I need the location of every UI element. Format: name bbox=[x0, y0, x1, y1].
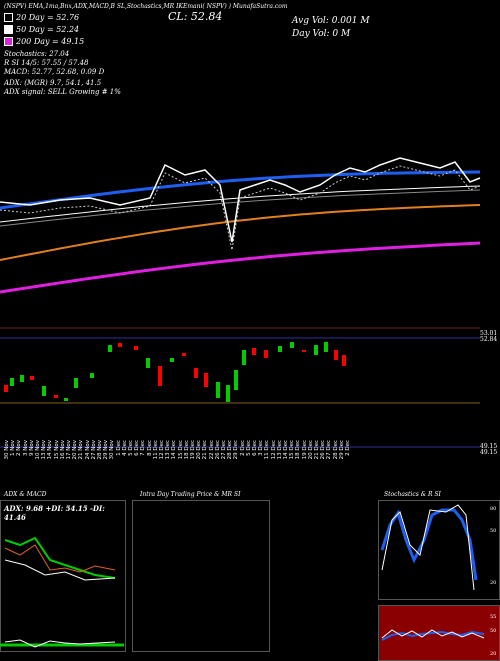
price-line bbox=[0, 157, 481, 243]
ma-50-line bbox=[0, 185, 481, 223]
ma-50b-line bbox=[0, 189, 481, 227]
candle bbox=[234, 370, 238, 390]
stoch-detail-text: R SI 14/5: 57.55 / 57.48 bbox=[4, 59, 89, 67]
candle bbox=[334, 350, 338, 360]
adx-values: ADX: 9.68 +DI: 54.15 -DI: 41.46 bbox=[4, 504, 105, 522]
candle bbox=[4, 385, 8, 392]
avg-volume: Avg Vol: 0.001 M bbox=[292, 16, 370, 26]
adx-plus-line bbox=[4, 536, 116, 579]
ma-200-line bbox=[0, 241, 481, 294]
macd-line bbox=[4, 639, 116, 648]
price-label-low2: 49.15 bbox=[480, 449, 498, 456]
candle bbox=[342, 355, 346, 366]
candle bbox=[146, 358, 150, 368]
adx-line bbox=[4, 559, 116, 581]
candle bbox=[30, 376, 34, 380]
candle bbox=[204, 373, 208, 387]
adx-panel-title: ADX & MACD bbox=[4, 491, 47, 498]
stoch-axis-label: 50 bbox=[490, 528, 496, 534]
macd-text: MACD: 52.77, 52.68, 0.09 D bbox=[4, 68, 105, 76]
legend-200day: 200 Day = 49.15 bbox=[4, 37, 84, 46]
candle bbox=[242, 350, 246, 365]
header-title: (NSPV) EMA,1ma,Bnx,ADX,MACD,B SL,Stochas… bbox=[4, 3, 288, 10]
candle bbox=[10, 378, 14, 386]
stoch-axis-label: 80 bbox=[490, 506, 496, 512]
intra-panel-title: Intra Day Trading Price & MR SI bbox=[140, 491, 241, 498]
candle bbox=[90, 373, 94, 378]
candle bbox=[170, 358, 174, 362]
candle bbox=[134, 346, 138, 350]
price-chart bbox=[0, 157, 481, 448]
stoch-d-line bbox=[381, 504, 475, 591]
legend-label-20: 20 Day = 52.76 bbox=[16, 13, 80, 22]
candle bbox=[64, 398, 68, 401]
candle bbox=[290, 342, 294, 348]
legend-20day: 20 Day = 52.76 bbox=[4, 13, 79, 22]
legend-swatch-20 bbox=[4, 13, 13, 22]
legend-swatch-200 bbox=[4, 37, 13, 46]
ma-20-line bbox=[0, 170, 481, 210]
candle bbox=[278, 346, 282, 352]
legend-50day: 50 Day = 52.24 bbox=[4, 25, 79, 34]
ma-orange-line bbox=[0, 204, 481, 261]
candle bbox=[324, 342, 328, 352]
candle bbox=[74, 378, 78, 388]
candle bbox=[216, 382, 220, 398]
candle bbox=[20, 375, 24, 382]
candle bbox=[194, 368, 198, 378]
legend-label-200: 200 Day = 49.15 bbox=[16, 37, 85, 46]
intraday-panel bbox=[132, 500, 270, 652]
adx-minus-line bbox=[4, 544, 116, 573]
candle bbox=[252, 348, 256, 355]
stoch-k-line bbox=[380, 508, 478, 581]
rsi-axis-label: 50 bbox=[490, 628, 496, 634]
stoch-axis-label: 20 bbox=[490, 580, 496, 586]
candle bbox=[264, 350, 268, 358]
candle bbox=[118, 343, 122, 347]
candle bbox=[158, 366, 162, 386]
candle bbox=[42, 386, 46, 396]
candle bbox=[314, 345, 318, 355]
legend-swatch-50 bbox=[4, 25, 13, 34]
day-volume: Day Vol: 0 M bbox=[292, 29, 351, 39]
stoch-panel-title: Stochastics & R SI bbox=[384, 491, 441, 498]
price-label-low: 49.15 bbox=[480, 443, 498, 450]
rsi-axis-label: 55 bbox=[490, 614, 496, 620]
price-label-close: 52.84 bbox=[480, 336, 498, 343]
candle bbox=[182, 353, 186, 356]
candle bbox=[54, 395, 58, 398]
rsi-axis-label: 20 bbox=[490, 651, 496, 657]
candle bbox=[108, 345, 112, 352]
close-price: CL: 52.84 bbox=[168, 10, 223, 23]
legend-label-50: 50 Day = 52.24 bbox=[16, 25, 80, 34]
adx-text: ADX: (MGR) 9.7, 54.1, 41.5 bbox=[4, 79, 102, 87]
price-label-top: 53.01 bbox=[480, 330, 498, 337]
candle bbox=[302, 350, 306, 352]
rsi-second-line bbox=[381, 629, 485, 639]
candle bbox=[226, 385, 230, 402]
stochastics-text: Stochastics: 27.04 bbox=[4, 50, 70, 58]
adx-signal-text: ADX signal: SELL Growing # 1% bbox=[4, 88, 121, 96]
